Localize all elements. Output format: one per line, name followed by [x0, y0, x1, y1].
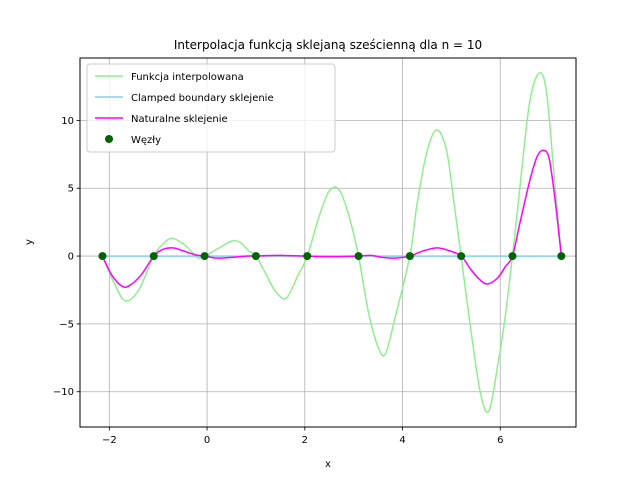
node-point — [457, 252, 466, 261]
plot-frame — [79, 57, 577, 428]
node-point — [508, 252, 517, 261]
node-point — [405, 252, 414, 261]
series-layer — [98, 71, 566, 413]
node-point — [354, 252, 363, 261]
x-tick-label: 6 — [497, 435, 503, 446]
x-axis-label: x — [325, 459, 331, 470]
y-tick-label: −5 — [59, 319, 74, 330]
ticks: −2 0 2 4 6 −10 −5 0 5 10 — [53, 116, 504, 446]
node-point — [98, 252, 107, 261]
x-tick-label: 2 — [302, 435, 308, 446]
legend-entry-label: Funkcja interpolowana — [131, 72, 244, 83]
y-tick-label: 0 — [68, 252, 74, 263]
legend-swatch-marker — [105, 135, 113, 143]
node-point — [251, 252, 260, 261]
y-tick-label: 10 — [61, 116, 74, 127]
node-point — [200, 252, 209, 261]
y-axis-label: y — [24, 239, 35, 245]
node-point — [557, 252, 566, 261]
node-point — [303, 252, 312, 261]
x-tick-label: 0 — [204, 435, 210, 446]
node-point — [149, 252, 158, 261]
x-tick-label: 4 — [399, 435, 405, 446]
legend: Funkcja interpolowana Clamped boundary sk… — [86, 63, 336, 153]
y-tick-label: −10 — [53, 387, 74, 398]
x-tick-label: −2 — [102, 435, 117, 446]
legend-entry-label: Clamped boundary sklejenie — [131, 93, 274, 104]
chart-title: Interpolacja funkcją sklejaną sześcienną… — [174, 38, 482, 52]
legend-entry-label: Węzły — [131, 135, 161, 146]
y-tick-label: 5 — [68, 184, 74, 195]
legend-entry-label: Naturalne sklejenie — [131, 114, 228, 125]
legend-box — [86, 63, 336, 153]
